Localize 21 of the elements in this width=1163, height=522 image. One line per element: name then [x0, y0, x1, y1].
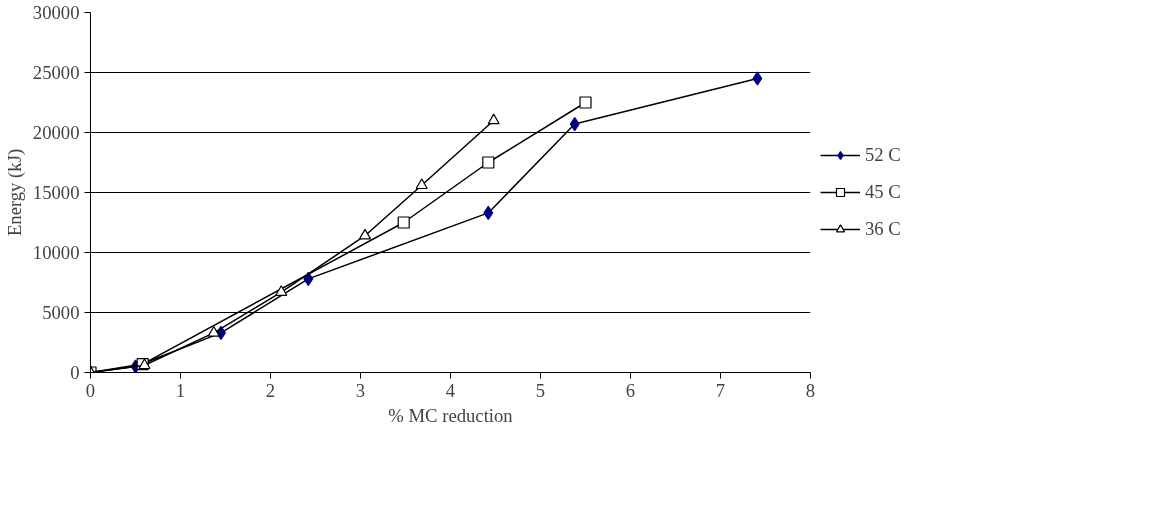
- x-tick-label: 2: [265, 379, 276, 401]
- x-axis-title: % MC reduction: [388, 404, 514, 426]
- x-tick-label: 0: [85, 379, 96, 401]
- x-tick-label: 7: [715, 379, 726, 401]
- x-tick-label: 3: [355, 379, 366, 401]
- legend-label: 52 C: [865, 144, 901, 166]
- y-tick-label: 15000: [32, 182, 80, 203]
- x-tick-label: 1: [175, 379, 186, 401]
- y-tick-label: 0: [70, 362, 80, 383]
- y-tick-label: 5000: [42, 302, 80, 323]
- y-tick-label: 25000: [32, 62, 80, 83]
- y-tick-label: 20000: [32, 122, 80, 143]
- legend-label: 36 C: [865, 218, 901, 240]
- x-tick-label: 4: [445, 379, 456, 401]
- y-tick-label: 10000: [32, 242, 80, 263]
- y-tick-label: 30000: [32, 2, 80, 23]
- legend-label: 45 C: [865, 181, 901, 203]
- x-tick-label: 6: [625, 379, 636, 401]
- x-tick-label: 8: [805, 379, 816, 401]
- y-axis-title: Energy (kJ): [3, 148, 26, 237]
- x-tick-label: 5: [535, 379, 546, 401]
